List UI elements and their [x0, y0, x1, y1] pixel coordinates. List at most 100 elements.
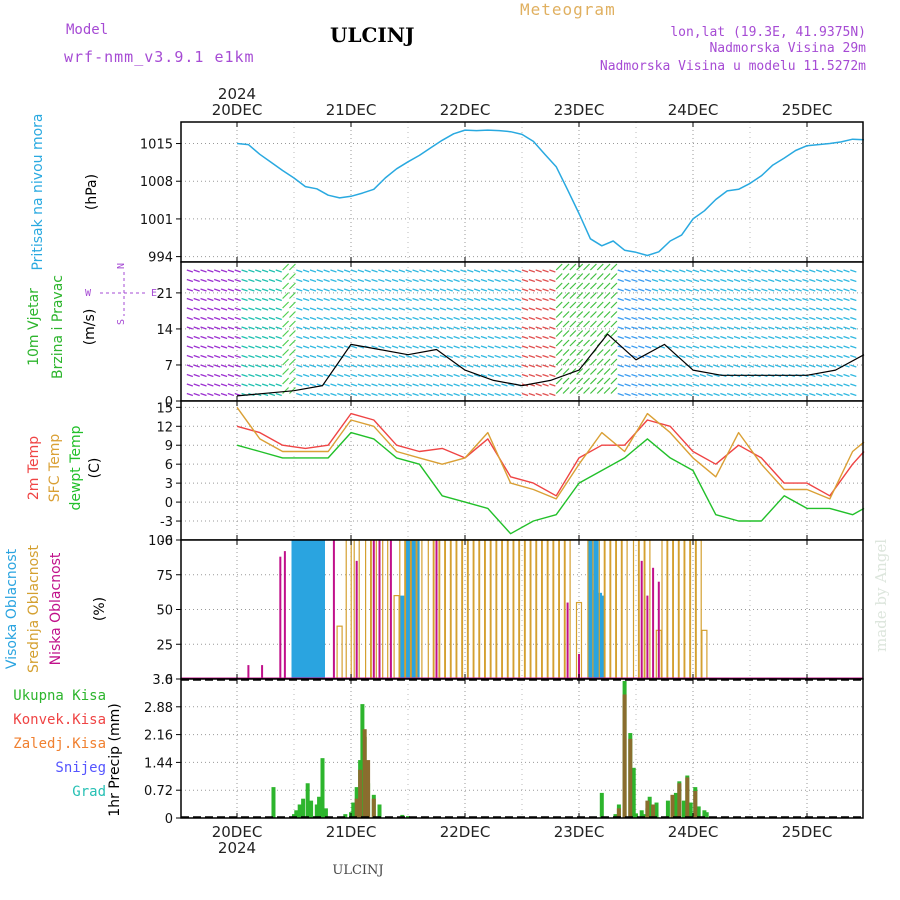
wind-arrow	[207, 269, 214, 273]
wind-arrow	[822, 383, 830, 387]
wind-arrow	[706, 383, 713, 387]
wind-arrow	[843, 316, 850, 321]
wind-arrow	[843, 278, 850, 283]
precip-bar	[654, 802, 659, 818]
wind-arrow	[473, 288, 481, 292]
wind-arrow	[768, 316, 775, 321]
wind-arrow	[282, 273, 290, 280]
wind-arrow	[419, 335, 426, 340]
wind-arrow	[385, 373, 392, 378]
wind-arrow	[562, 273, 570, 280]
wind-arrow	[720, 345, 727, 349]
wind-arrow	[487, 297, 494, 302]
wind-arrow	[774, 278, 782, 283]
wind-arrow	[774, 316, 782, 321]
wind-arrow	[829, 269, 836, 273]
wind-arrow	[836, 326, 843, 330]
wind-arrow	[316, 373, 323, 378]
wind-arrow	[405, 278, 412, 283]
wind-arrow	[815, 326, 823, 330]
wind-arrow	[651, 316, 659, 321]
wind-arrow	[699, 354, 707, 359]
wind-arrow	[487, 269, 494, 273]
wind-arrow	[727, 316, 734, 321]
wind-arrow	[754, 354, 761, 359]
wind-arrow	[234, 316, 241, 321]
compass-label-n: N	[116, 263, 127, 269]
wind-arrow	[357, 269, 365, 273]
wind-arrow	[432, 383, 440, 387]
wind-arrow	[282, 263, 290, 271]
wind-arrow	[398, 335, 406, 340]
wind-arrow	[494, 335, 501, 340]
wind-arrow	[309, 278, 317, 283]
wind-arrow	[788, 392, 795, 397]
wind-arrow	[651, 364, 659, 368]
wind-arrow	[638, 316, 645, 321]
wind-arrow	[822, 354, 830, 359]
wind-arrow	[644, 278, 652, 283]
wind-arrow	[692, 335, 700, 340]
wind-arrow	[631, 326, 638, 330]
wind-arrow	[638, 288, 645, 292]
wind-arrow	[542, 297, 549, 302]
wind-arrow	[446, 288, 453, 292]
wind-arrow	[316, 297, 323, 302]
y-tick-label: 12	[156, 420, 173, 435]
wind-arrow	[589, 387, 597, 394]
wind-arrow	[282, 301, 290, 309]
precip-bar	[371, 798, 376, 818]
wind-arrow	[542, 392, 549, 397]
wind-arrow	[514, 269, 522, 273]
cloud-bar	[308, 540, 314, 679]
wind-arrow	[638, 269, 645, 273]
wind-arrow	[761, 345, 768, 349]
wind-arrow	[802, 269, 809, 273]
wind-arrow	[672, 354, 679, 359]
wind-arrow	[617, 288, 624, 292]
wind-arrow	[829, 326, 836, 330]
wind-arrow	[720, 392, 727, 397]
wind-arrow	[665, 307, 672, 311]
wind-arrow	[316, 316, 323, 321]
cloud-bar	[578, 653, 580, 679]
wind-arrow	[453, 373, 460, 378]
wind-arrow	[843, 354, 850, 359]
wind-arrow	[679, 288, 686, 292]
cloud-bar	[279, 556, 282, 679]
wind-arrow	[398, 326, 406, 330]
wind-arrow	[713, 297, 720, 302]
wind-arrow	[214, 392, 221, 397]
wind-arrow	[631, 316, 638, 321]
wind-arrow	[412, 364, 419, 368]
wind-arrow	[508, 335, 515, 340]
wind-arrow	[432, 326, 440, 330]
precip-bar	[616, 808, 621, 818]
wind-arrow	[268, 326, 276, 330]
wind-arrow	[426, 335, 433, 340]
wind-arrow	[453, 383, 460, 387]
wind-arrow	[357, 316, 365, 321]
wind-arrow	[850, 373, 857, 378]
wind-arrow	[220, 278, 228, 283]
wind-arrow	[836, 335, 843, 340]
wind-arrow	[829, 392, 836, 397]
wind-arrow	[596, 282, 604, 290]
wind-arrow	[631, 278, 638, 283]
precip-bar	[677, 783, 682, 818]
wind-arrow	[665, 335, 672, 340]
wind-arrow	[665, 278, 672, 283]
wind-arrow	[337, 383, 344, 387]
wind-arrow	[815, 316, 823, 321]
wind-arrow	[809, 383, 816, 387]
cloud-bar	[657, 581, 660, 679]
wind-arrow	[385, 354, 392, 359]
wind-arrow	[761, 316, 768, 321]
wind-arrow	[316, 364, 323, 368]
wind-arrow	[248, 316, 255, 321]
wind-arrow	[713, 373, 720, 378]
wind-arrow	[713, 288, 720, 292]
wind-arrow	[460, 373, 467, 378]
precip-bar	[343, 814, 348, 818]
wind-arrow	[302, 307, 310, 311]
